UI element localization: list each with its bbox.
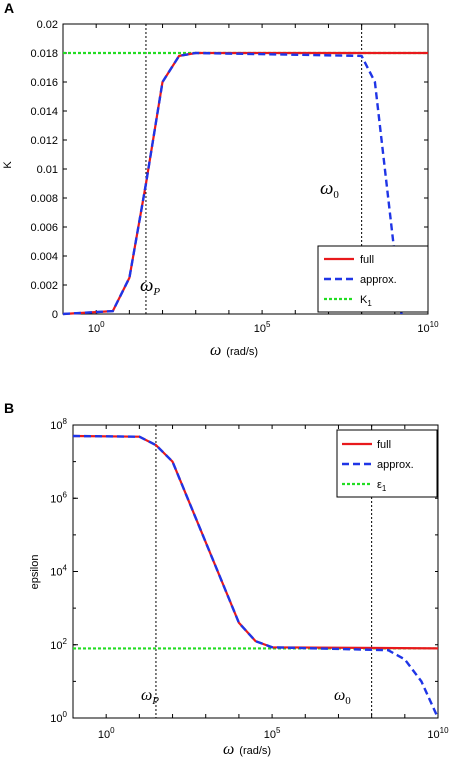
panel-b-yticks: 100 102 104 106 108 (50, 417, 438, 725)
panel-a-ytick-label: 0.004 (30, 251, 58, 263)
panel-b-ytick-label: 100 (50, 710, 67, 725)
panel-b-xlabel: ω (rad/s) (223, 741, 271, 758)
panel-a-yticks: 0 0.002 0.004 0.006 0.008 0.01 0.012 0.014 0.016… (30, 19, 428, 321)
panel-b-xtick-label: 100 (98, 726, 115, 741)
panel-b-xtick-label: 105 (264, 726, 281, 741)
panel-b-ytick-label: 108 (50, 417, 67, 432)
panel-b-ytick-label: 106 (50, 490, 67, 505)
panel-b-xticks: 100 105 1010 (72, 425, 449, 741)
panel-a-legend: full approx. K1 (317, 245, 429, 313)
panel-a-ytick-label: 0.02 (37, 19, 58, 31)
panel-a-ytick-label: 0.012 (30, 135, 58, 147)
panel-a-ytick-label: 0.018 (30, 48, 58, 60)
panel-a-ytick-label: 0 (52, 309, 58, 321)
panel-a-series-approx (62, 51, 403, 316)
panel-b-letter: B (4, 400, 14, 416)
panel-b-legend-approx-label: approx. (377, 459, 414, 471)
panel-a-xtick-label: 100 (88, 320, 105, 335)
panel-b-ytick-label: 102 (50, 637, 67, 652)
panel-b-legend: full approx. ε1 (336, 429, 438, 498)
panel-b-omega-0-label: ω0 (334, 687, 351, 707)
panel-b-legend-full-label: full (377, 439, 391, 451)
panel-a-ytick-label: 0.006 (30, 222, 58, 234)
panel-b-series-approx (72, 434, 440, 719)
panel-a-ytick-label: 0.008 (30, 193, 58, 205)
panel-a-legend-approx-label: approx. (360, 274, 397, 286)
panel-a-xlabel: ω (rad/s) (210, 342, 258, 359)
panel-b-xtick-label: 1010 (427, 726, 449, 741)
panel-a-legend-full-label: full (360, 254, 374, 266)
panel-a-ylabel: K (2, 161, 14, 169)
panel-a-legend-k1-label: K1 (360, 294, 372, 308)
panel-a-ytick-label: 0.01 (37, 164, 58, 176)
panel-a-omega-0-label: ω0 (320, 178, 339, 201)
panel-a-xtick-label: 105 (254, 320, 271, 335)
panel-a-ytick-label: 0.014 (30, 106, 58, 118)
panel-a-ytick-label: 0.016 (30, 77, 58, 89)
panel-a-ytick-label: 0.002 (30, 280, 58, 292)
panel-b-ytick-label: 104 (50, 564, 67, 579)
panel-a-letter: A (4, 0, 14, 16)
panel-b-legend-eps1-label: ε1 (377, 479, 387, 493)
panel-a-xtick-label: 1010 (417, 320, 439, 335)
panel-b-ylabel: epsilon (29, 555, 41, 590)
panel-a-omega-p-label: ωP (140, 275, 160, 298)
panel-b-omega-p-label: ωP (141, 687, 159, 707)
panel-a: A K 00.0020.0040.0060.0080.010.0120.0140… (2, 0, 439, 359)
